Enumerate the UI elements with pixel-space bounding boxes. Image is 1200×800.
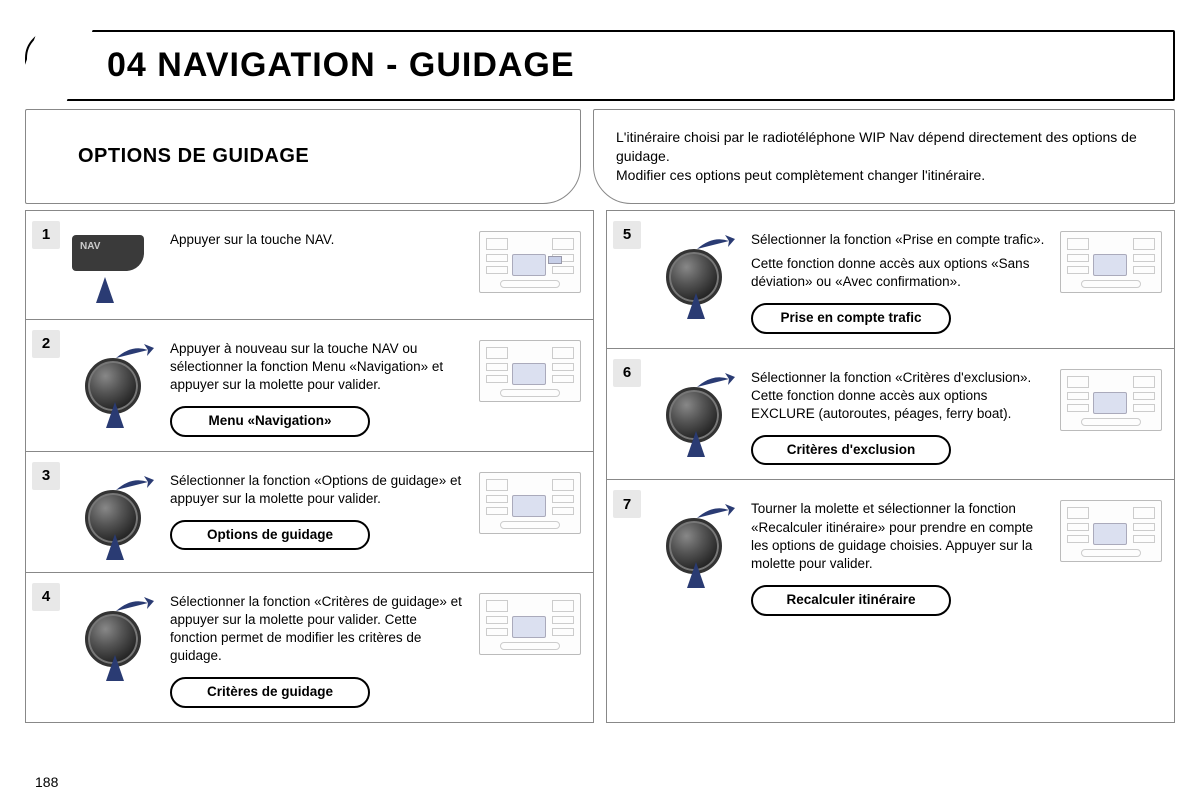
step-5: 5 Sélectionner la fonction «Prise en com… xyxy=(607,210,1174,348)
intro-line-2: Modifier ces options peut complètement c… xyxy=(616,166,1152,185)
step-text: Sélectionner la fonction «Critères de gu… xyxy=(170,593,467,666)
pointer-arrow-icon xyxy=(106,655,124,681)
radio-thumbnail xyxy=(1060,231,1162,293)
step-text: Appuyer sur la touche NAV. xyxy=(170,227,467,249)
radio-thumbnail xyxy=(479,340,581,402)
step-text: Sélectionner la fonction «Options de gui… xyxy=(170,472,467,508)
pointer-arrow-icon xyxy=(687,562,705,588)
step-4: 4 Sélectionner la fonction «Critères de … xyxy=(26,572,593,722)
nav-button-icon: NAV xyxy=(72,227,158,305)
pointer-arrow-icon xyxy=(106,534,124,560)
radio-thumbnail xyxy=(1060,369,1162,431)
step-number: 3 xyxy=(32,462,60,490)
options-heading: OPTIONS DE GUIDAGE xyxy=(78,145,309,168)
dial-icon xyxy=(653,227,739,317)
step-text: Sélectionner la fonction «Critères d'exc… xyxy=(751,369,1048,424)
radio-thumbnail xyxy=(1060,500,1162,562)
menu-pill: Options de guidage xyxy=(170,520,370,550)
subheader-left: OPTIONS DE GUIDAGE xyxy=(25,109,581,204)
step-number: 1 xyxy=(32,221,60,249)
subheader-right: L'itinéraire choisi par le radiotéléphon… xyxy=(593,109,1175,204)
step-1: 1 NAV Appuyer sur la touche NAV. xyxy=(26,210,593,319)
steps-columns: 1 NAV Appuyer sur la touche NAV. 2 xyxy=(25,210,1175,723)
step-number: 2 xyxy=(32,330,60,358)
step-6: 6 Sélectionner la fonction «Critères d'e… xyxy=(607,348,1174,480)
dial-icon xyxy=(653,365,739,455)
step-text: Sélectionner la fonction «Prise en compt… xyxy=(751,231,1048,249)
step-number: 7 xyxy=(613,490,641,518)
dial-icon xyxy=(72,336,158,426)
step-3: 3 Sélectionner la fonction «Options de g… xyxy=(26,451,593,572)
dial-icon xyxy=(72,589,158,679)
step-text-extra: Cette fonction donne accès aux options «… xyxy=(751,255,1048,291)
menu-pill: Critères de guidage xyxy=(170,677,370,707)
right-column: 5 Sélectionner la fonction «Prise en com… xyxy=(606,210,1175,723)
step-7: 7 Tourner la molette et sélectionner la … xyxy=(607,479,1174,629)
menu-pill: Prise en compte trafic xyxy=(751,303,951,333)
step-number: 4 xyxy=(32,583,60,611)
nav-key-label: NAV xyxy=(72,235,144,271)
radio-thumbnail xyxy=(479,593,581,655)
pointer-arrow-icon xyxy=(106,402,124,428)
radio-thumbnail xyxy=(479,231,581,293)
step-number: 5 xyxy=(613,221,641,249)
pointer-arrow-icon xyxy=(687,431,705,457)
page-title: 04 NAVIGATION - GUIDAGE xyxy=(107,46,1143,85)
pointer-arrow-icon xyxy=(687,293,705,319)
menu-pill: Recalculer itinéraire xyxy=(751,585,951,615)
left-column: 1 NAV Appuyer sur la touche NAV. 2 xyxy=(25,210,594,723)
intro-line-1: L'itinéraire choisi par le radiotéléphon… xyxy=(616,128,1152,166)
page-header: 04 NAVIGATION - GUIDAGE xyxy=(25,30,1175,101)
radio-thumbnail xyxy=(479,472,581,534)
menu-pill: Menu «Navigation» xyxy=(170,406,370,436)
dial-icon xyxy=(653,496,739,586)
step-2: 2 Appuyer à nouveau sur la touche NAV ou… xyxy=(26,319,593,451)
dial-icon xyxy=(72,468,158,558)
step-number: 6 xyxy=(613,359,641,387)
page-number: 188 xyxy=(35,774,58,790)
subheader-row: OPTIONS DE GUIDAGE L'itinéraire choisi p… xyxy=(25,109,1175,204)
step-text: Tourner la molette et sélectionner la fo… xyxy=(751,500,1048,573)
menu-pill: Critères d'exclusion xyxy=(751,435,951,465)
pointer-arrow-icon xyxy=(96,277,114,303)
step-text: Appuyer à nouveau sur la touche NAV ou s… xyxy=(170,340,467,395)
